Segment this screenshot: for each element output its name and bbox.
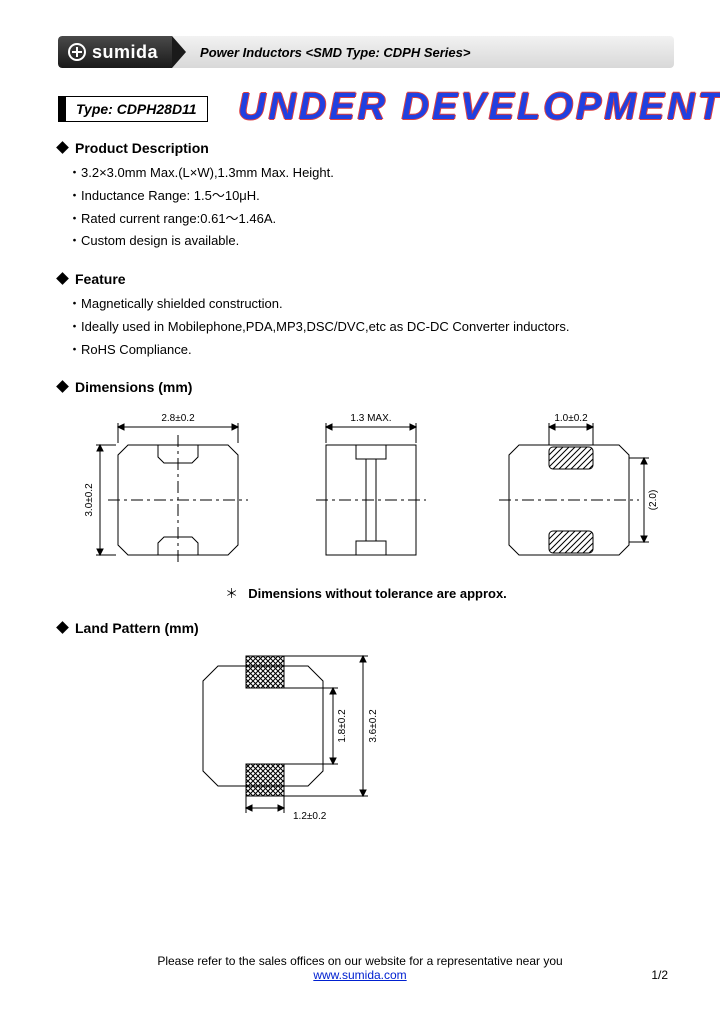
dim-label: 1.8±0.2 bbox=[337, 709, 348, 743]
header-title: Power Inductors <SMD Type: CDPH Series> bbox=[200, 45, 470, 60]
diamond-icon bbox=[56, 621, 69, 634]
header-bar: sumida Power Inductors <SMD Type: CDPH S… bbox=[58, 36, 674, 68]
drawing-top-view: 2.8±0.2 3.0±0.2 bbox=[78, 405, 263, 575]
bullet: Custom design is available. bbox=[68, 230, 674, 253]
type-row: Type: CDPH28D11 UNDER DEVELOPMENT bbox=[58, 96, 674, 122]
diamond-icon bbox=[56, 380, 69, 393]
dim-label: 1.3 MAX. bbox=[350, 413, 391, 424]
page-number: 1/2 bbox=[651, 968, 668, 982]
section-heading: Product Description bbox=[58, 140, 674, 156]
bullet: Inductance Range: 1.5～10μH. bbox=[68, 185, 674, 208]
diamond-icon bbox=[56, 272, 69, 285]
dim-label: 3.0±0.2 bbox=[84, 483, 95, 517]
drawing-bottom-view: 1.0±0.2 (2.0) bbox=[479, 405, 664, 575]
bullet: 3.2×3.0mm Max.(L×W),1.3mm Max. Height. bbox=[68, 162, 674, 185]
section-heading: Land Pattern (mm) bbox=[58, 620, 674, 636]
brand-text: sumida bbox=[92, 42, 158, 63]
dim-label: (2.0) bbox=[648, 490, 659, 511]
section-heading: Dimensions (mm) bbox=[58, 379, 674, 395]
drawing-side-view: 1.3 MAX. bbox=[296, 405, 446, 575]
section-dimensions: Dimensions (mm) bbox=[58, 379, 674, 602]
section-feature: Feature Magnetically shielded constructi… bbox=[58, 271, 674, 361]
feature-bullets: Magnetically shielded construction. Idea… bbox=[68, 293, 674, 361]
product-bullets: 3.2×3.0mm Max.(L×W),1.3mm Max. Height. I… bbox=[68, 162, 674, 253]
footer-text: Please refer to the sales offices on our… bbox=[157, 954, 562, 968]
section-land-pattern: Land Pattern (mm) bbox=[58, 620, 674, 826]
watermark: UNDER DEVELOPMENT bbox=[238, 86, 720, 129]
section-product: Product Description 3.2×3.0mm Max.(L×W),… bbox=[58, 140, 674, 253]
bullet: Magnetically shielded construction. bbox=[68, 293, 674, 316]
dim-label: 1.2±0.2 bbox=[293, 811, 327, 821]
bullet: RoHS Compliance. bbox=[68, 339, 674, 362]
dimensions-note: ＊Dimensions without tolerance are approx… bbox=[58, 583, 674, 602]
section-heading: Feature bbox=[58, 271, 674, 287]
bullet: Rated current range:0.61～1.46A. bbox=[68, 208, 674, 231]
dimensions-drawings: 2.8±0.2 3.0±0.2 bbox=[68, 405, 674, 575]
brand-logo: sumida bbox=[58, 36, 172, 68]
land-pattern-drawing: 1.8±0.2 3.6±0.2 1.2±0.2 bbox=[178, 646, 674, 826]
diamond-icon bbox=[56, 141, 69, 154]
footer-link[interactable]: www.sumida.com bbox=[313, 968, 406, 982]
dim-label: 3.6±0.2 bbox=[368, 709, 379, 743]
type-label: Type: CDPH28D11 bbox=[58, 96, 208, 122]
dim-label: 1.0±0.2 bbox=[554, 413, 588, 424]
footer: Please refer to the sales offices on our… bbox=[0, 954, 720, 982]
logo-icon bbox=[68, 43, 86, 61]
dim-label: 2.8±0.2 bbox=[162, 413, 196, 424]
bullet: Ideally used in Mobilephone,PDA,MP3,DSC/… bbox=[68, 316, 674, 339]
